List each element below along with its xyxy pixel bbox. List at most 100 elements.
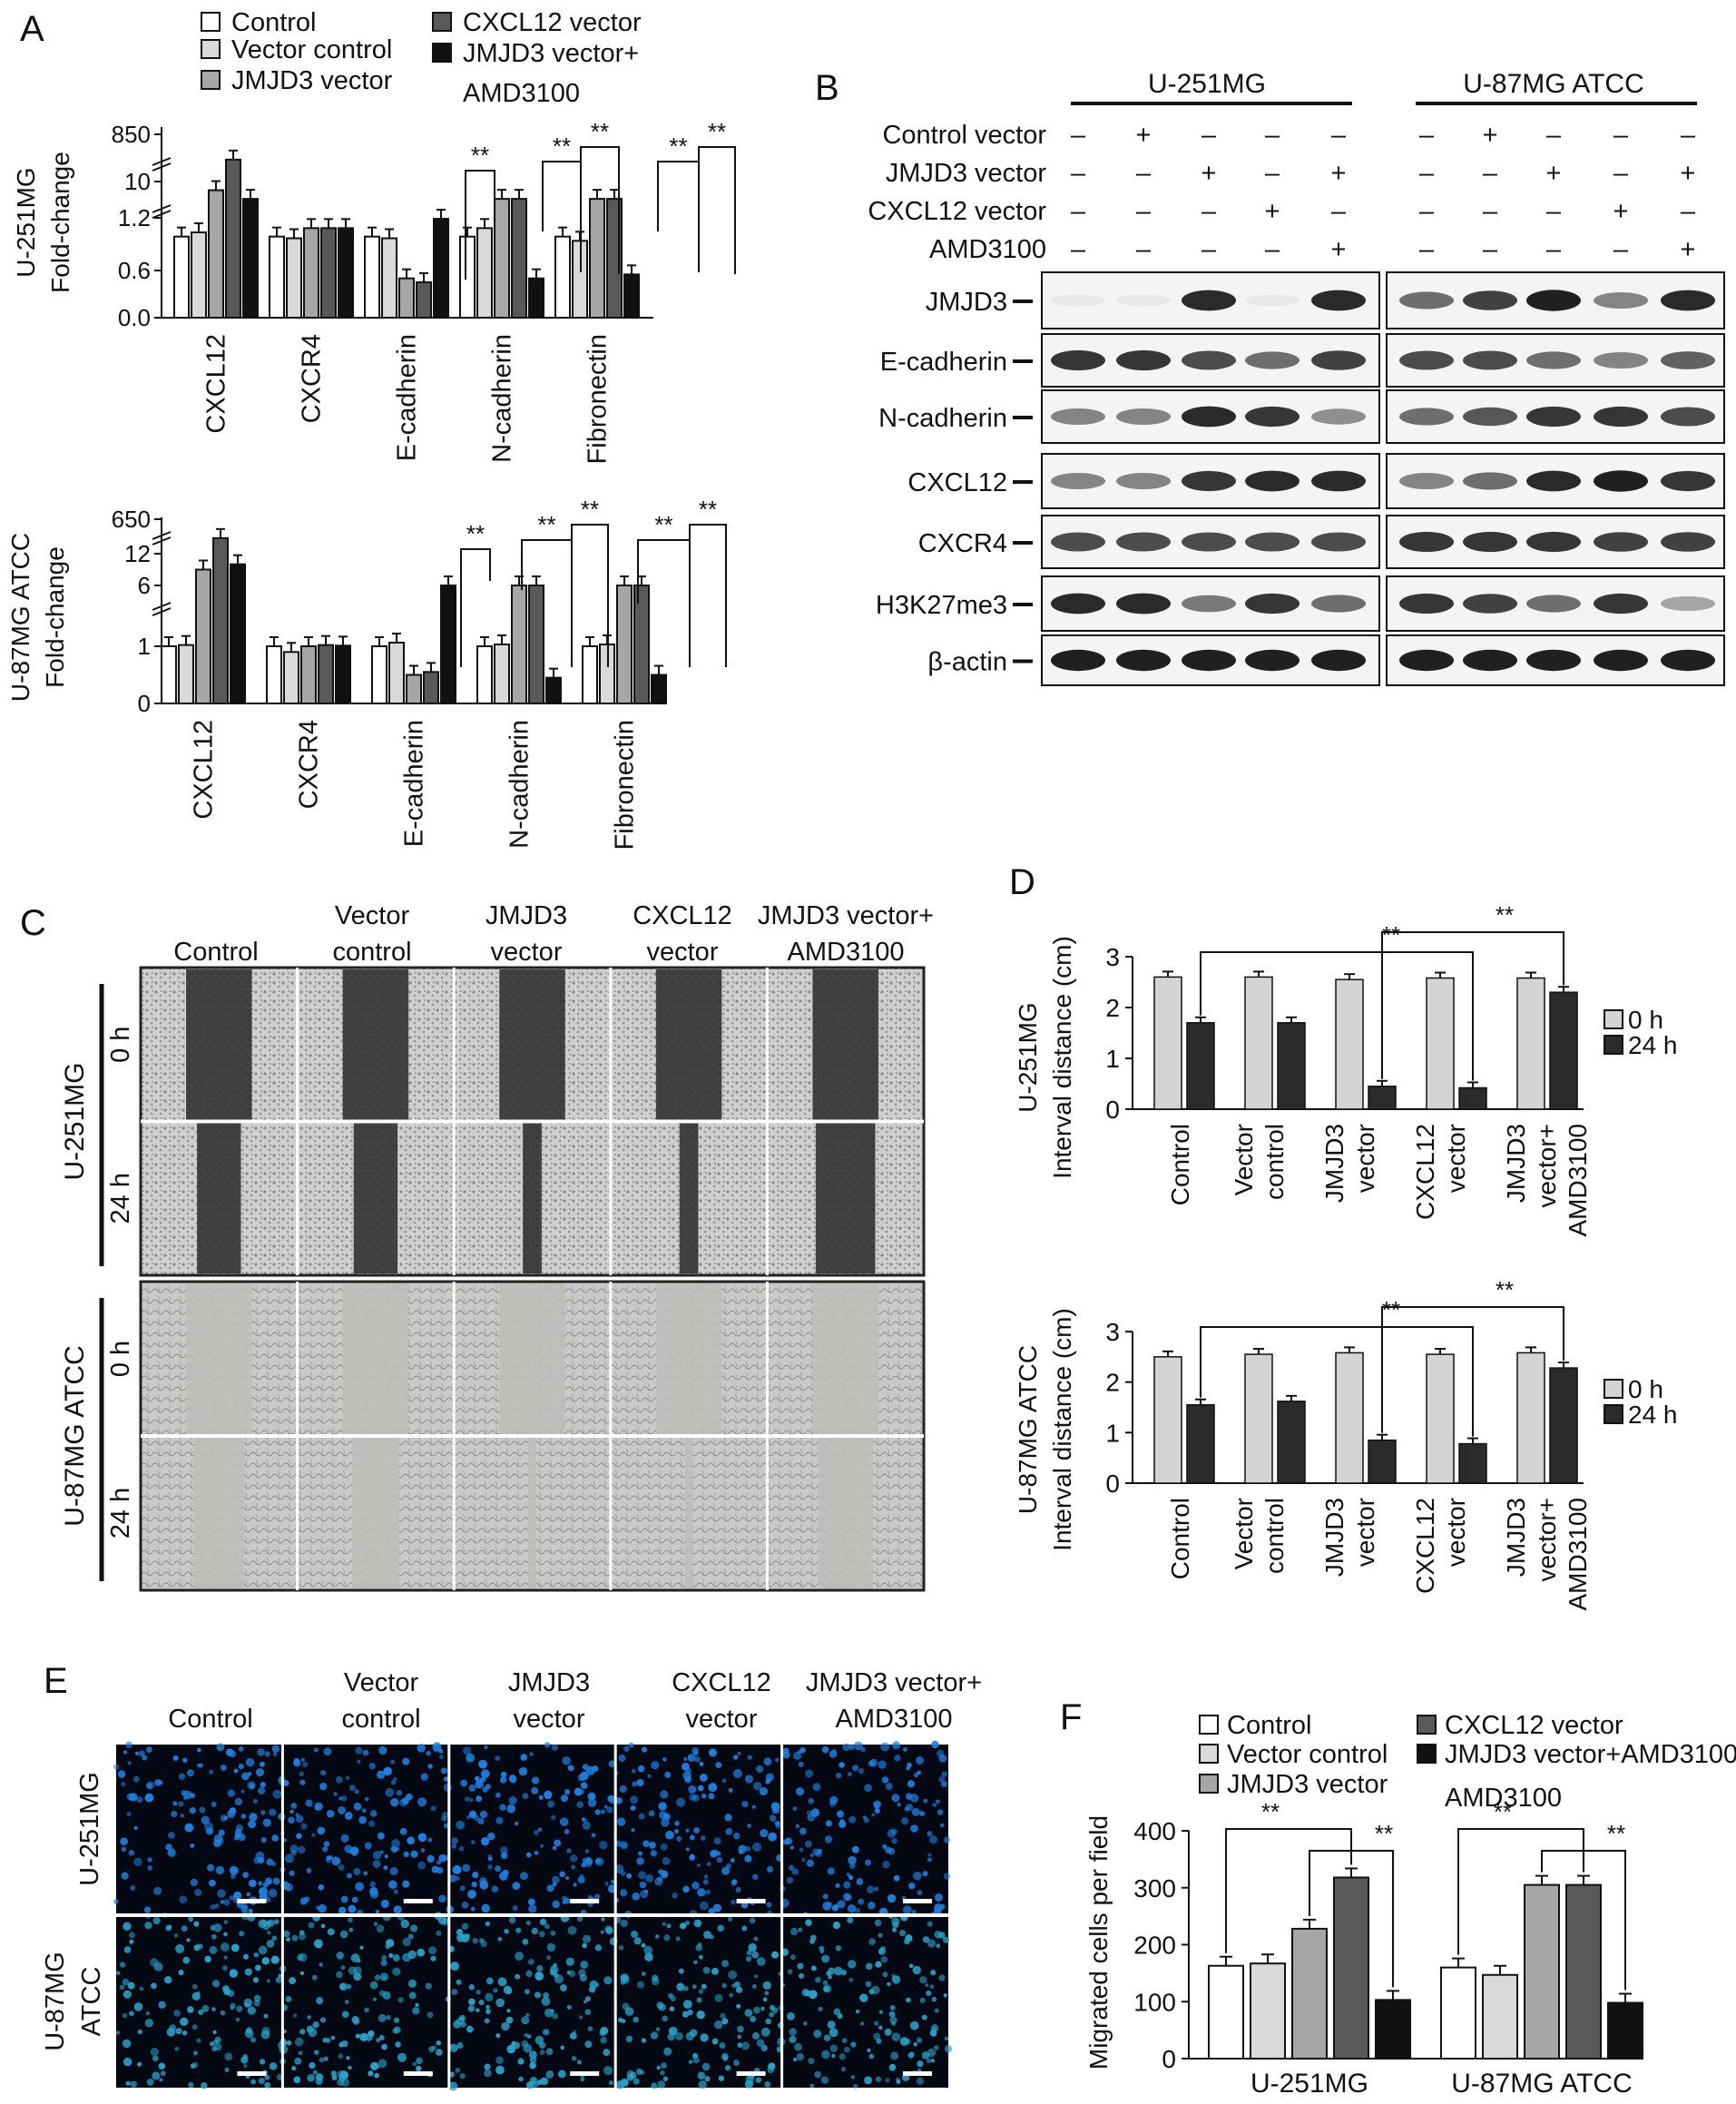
nucleus (630, 1930, 639, 1939)
nucleus (682, 1885, 690, 1893)
nucleus (524, 1989, 530, 1995)
nucleus (380, 1960, 387, 1967)
nucleus (756, 2039, 765, 2048)
nucleus (286, 2040, 292, 2046)
nucleus (902, 1905, 912, 1915)
nucleus (868, 1902, 876, 1910)
nucleus (829, 1795, 839, 1804)
nucleus (636, 1981, 645, 1989)
nucleus (921, 2051, 930, 2060)
nucleus (829, 2028, 839, 2038)
bar (195, 568, 211, 704)
nucleus (708, 1793, 715, 1800)
protein-band (1661, 407, 1715, 427)
nucleus (393, 1889, 398, 1894)
nucleus (618, 1754, 626, 1762)
nucleus (544, 1790, 553, 1800)
nucleus (471, 1881, 477, 1888)
nucleus (585, 1765, 595, 1775)
protein-band (1399, 350, 1454, 370)
protein-band (1182, 470, 1236, 492)
nucleus (850, 2075, 856, 2079)
nucleus (313, 1747, 319, 1753)
nucleus (318, 1903, 327, 1913)
x-tick-label: JMJD3 (1320, 1498, 1349, 1577)
nucleus (693, 1827, 700, 1834)
nucleus (380, 1899, 389, 1908)
nucleus (594, 1809, 601, 1815)
nucleus (913, 2042, 917, 2047)
nucleus (603, 2049, 611, 2057)
nucleus (733, 1755, 739, 1760)
nucleus (693, 1750, 699, 1756)
nucleus (151, 1982, 157, 1990)
nucleus (587, 1894, 593, 1900)
nucleus (705, 1889, 711, 1895)
significance-bracket (460, 548, 491, 667)
nucleus (506, 1804, 516, 1814)
protein-label: JMJD3 (926, 288, 1007, 317)
x-tick-label: control (1260, 1498, 1289, 1574)
nucleus (904, 1806, 909, 1812)
nucleus (522, 1793, 529, 1800)
nucleus (934, 1893, 943, 1902)
nucleus (620, 1841, 628, 1850)
protein-label: β-actin (927, 648, 1007, 677)
nucleus (475, 1780, 484, 1789)
nucleus (344, 1844, 353, 1853)
nucleus (495, 1998, 505, 2008)
nucleus (874, 1886, 879, 1892)
x-tick-label: N-cadherin (505, 720, 535, 849)
significance-stars: ** (1496, 901, 1514, 929)
nucleus (594, 1893, 601, 1900)
nucleus (289, 1844, 299, 1853)
nucleus (661, 1818, 670, 1827)
protein-band (1526, 649, 1581, 672)
protein-label: E-cadherin (880, 348, 1007, 377)
nucleus (567, 1765, 574, 1772)
nucleus (258, 1881, 263, 1886)
nucleus (529, 2076, 538, 2085)
nucleus (320, 1923, 326, 1929)
nucleus (693, 1755, 701, 1763)
nucleus (721, 2018, 729, 2025)
nucleus (737, 1751, 741, 1755)
bar (1368, 1086, 1397, 1110)
x-tick-label: Fibronectin (611, 720, 640, 850)
nucleus (500, 1771, 507, 1778)
nucleus (759, 1786, 769, 1796)
nucleus (369, 1881, 377, 1888)
bar (1250, 1962, 1286, 2060)
protein-band (1526, 290, 1581, 311)
protein-band (1526, 351, 1581, 369)
significance-stars: ** (1375, 1820, 1393, 1847)
bar (494, 643, 510, 704)
scratch-gap (812, 969, 878, 1120)
y-tick-label: 1 (1105, 1045, 1120, 1073)
nucleus (456, 1820, 466, 1830)
nucleus (927, 1921, 933, 1927)
nucleus (244, 2029, 254, 2039)
nucleus (215, 1865, 225, 1875)
nucleus (346, 1873, 353, 1879)
x-tick-label: CXCR4 (298, 334, 327, 423)
nucleus (152, 2055, 159, 2062)
nucleus (702, 1966, 711, 1974)
nucleus (145, 1746, 152, 1754)
nucleus (268, 1888, 278, 1898)
nucleus (847, 1960, 857, 1969)
nucleus (201, 2004, 210, 2012)
bar (476, 645, 493, 704)
nucleus (264, 2081, 271, 2089)
nucleus (725, 1828, 733, 1835)
nucleus (839, 1820, 847, 1828)
nucleus (908, 1963, 914, 1969)
nucleus (756, 1957, 766, 1966)
nucleus (546, 1884, 554, 1893)
nucleus (692, 2056, 700, 2064)
scale-bar (237, 2071, 267, 2076)
nucleus (233, 1768, 239, 1774)
nucleus (618, 1944, 624, 1951)
nucleus (182, 1796, 187, 1801)
nucleus (696, 1997, 702, 2003)
